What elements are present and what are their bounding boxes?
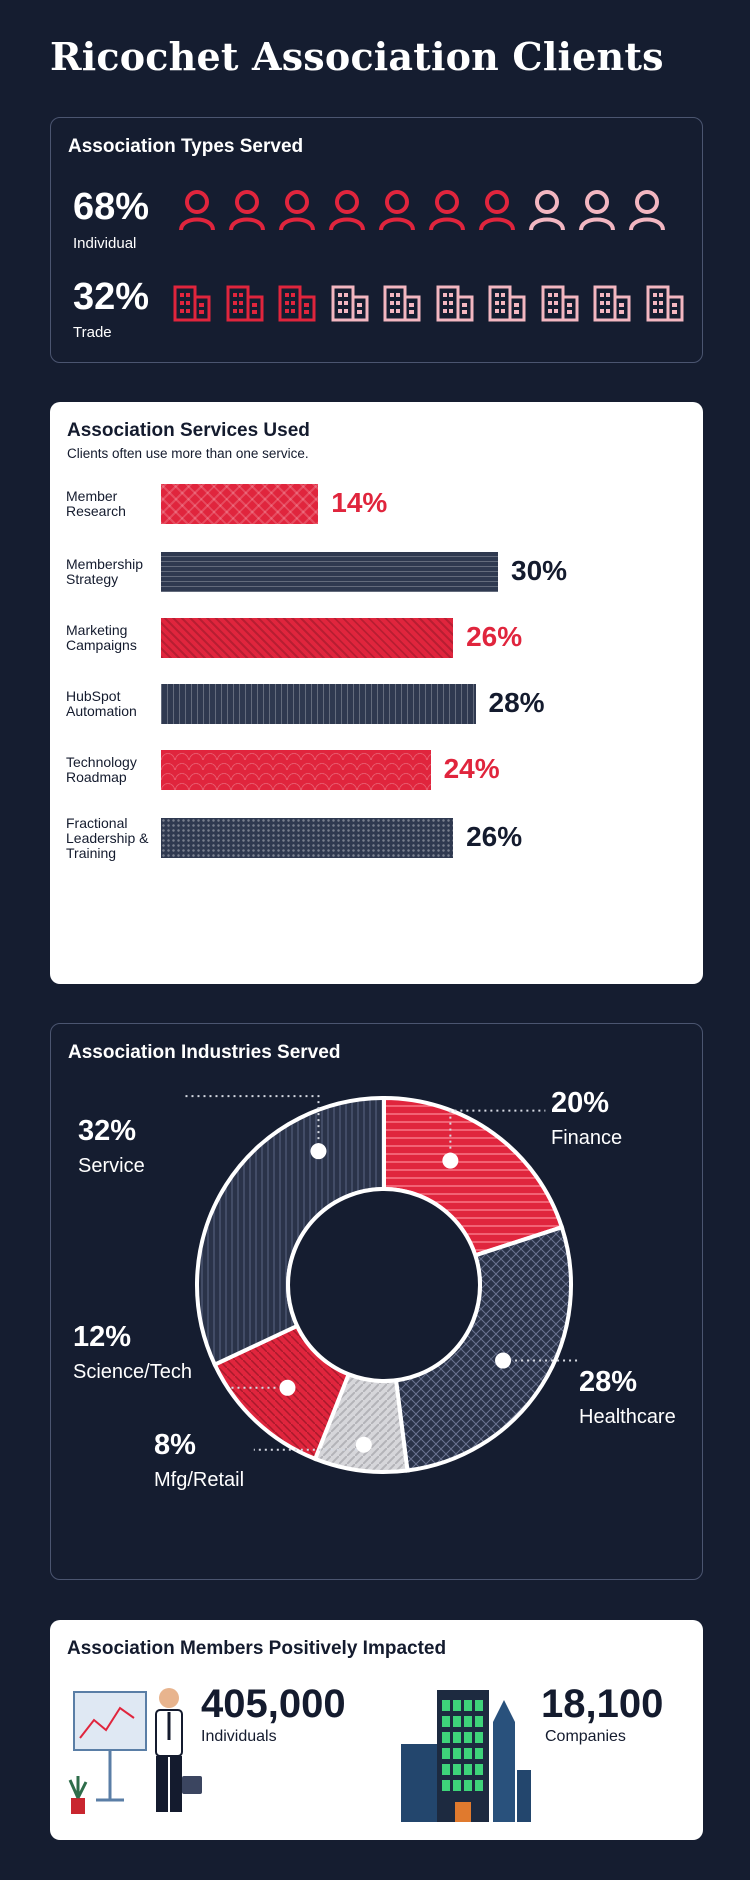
slice-label-pct-mfg-retail: 8% bbox=[154, 1429, 196, 1461]
donut-hole bbox=[286, 1187, 482, 1383]
service-value-label: 24% bbox=[443, 753, 500, 784]
city-buildings-illustration bbox=[401, 1690, 531, 1822]
person-icon bbox=[327, 188, 367, 237]
service-label: Marketing Campaigns bbox=[66, 622, 137, 653]
types-card: Association Types Served 68% Individual … bbox=[50, 117, 703, 363]
building-icon bbox=[592, 283, 632, 328]
service-value-label: 14% bbox=[331, 487, 388, 518]
trade-icon-row bbox=[172, 283, 697, 328]
person-icon bbox=[427, 188, 467, 237]
person-icon bbox=[227, 188, 267, 237]
page-title: Ricochet Association Clients bbox=[50, 34, 664, 79]
presenter-illustration bbox=[68, 1688, 202, 1814]
person-icon bbox=[377, 188, 417, 237]
building-icon bbox=[435, 283, 475, 328]
impact-card: Association Members Positively Impacted … bbox=[50, 1620, 703, 1840]
companies-label: Companies bbox=[545, 1728, 626, 1745]
services-subtitle: Clients often use more than one service. bbox=[67, 446, 309, 461]
types-title: Association Types Served bbox=[68, 136, 304, 157]
building-icon bbox=[172, 283, 212, 328]
services-card: Association Services Used Clients often … bbox=[50, 402, 703, 984]
trade-label: Trade bbox=[73, 324, 112, 341]
leader-dot bbox=[355, 1436, 372, 1453]
slice-label-science-tech: Science/Tech bbox=[73, 1361, 192, 1383]
building-icon bbox=[382, 283, 422, 328]
service-label: Technology Roadmap bbox=[66, 754, 137, 785]
industries-title: Association Industries Served bbox=[68, 1042, 341, 1063]
service-bar bbox=[161, 818, 454, 858]
person-icon bbox=[277, 188, 317, 237]
building-icon bbox=[487, 283, 527, 328]
slice-label-service: Service bbox=[78, 1155, 145, 1177]
trade-pct: 32% bbox=[73, 276, 150, 318]
service-value-label: 28% bbox=[488, 687, 545, 718]
slice-label-pct-finance: 20% bbox=[551, 1087, 610, 1119]
service-value-label: 26% bbox=[466, 621, 523, 652]
person-icon bbox=[577, 188, 617, 237]
building-icon bbox=[540, 283, 580, 328]
service-label: Fractional Leadership & Training bbox=[66, 814, 149, 861]
individual-label: Individual bbox=[73, 235, 137, 252]
slice-label-pct-healthcare: 28% bbox=[579, 1366, 638, 1398]
building-icon bbox=[225, 283, 265, 328]
service-label: Member Research bbox=[66, 488, 126, 519]
building-icon bbox=[645, 283, 685, 328]
person-icon bbox=[627, 188, 667, 237]
slice-label-pct-service: 32% bbox=[78, 1115, 137, 1147]
person-icon bbox=[527, 188, 567, 237]
service-bar bbox=[161, 484, 319, 524]
individual-icon-row bbox=[177, 188, 677, 237]
building-icon bbox=[330, 283, 370, 328]
slice-label-mfg-retail: Mfg/Retail bbox=[154, 1469, 245, 1491]
industries-card: Association Industries Served 20% Financ… bbox=[50, 1023, 703, 1580]
slice-label-finance: Finance bbox=[551, 1127, 623, 1149]
service-bar bbox=[161, 618, 454, 658]
service-label: Membership Strategy bbox=[66, 556, 144, 587]
person-icon bbox=[177, 188, 217, 237]
individuals-label: Individuals bbox=[201, 1728, 277, 1745]
service-bar bbox=[161, 750, 431, 790]
industries-donut-chart bbox=[183, 1095, 579, 1474]
slice-label-healthcare: Healthcare bbox=[579, 1406, 676, 1428]
leader-dot bbox=[442, 1152, 459, 1169]
service-value-label: 30% bbox=[511, 555, 568, 586]
building-icon bbox=[277, 283, 317, 328]
companies-value: 18,100 bbox=[541, 1682, 664, 1726]
leader-dot bbox=[310, 1143, 327, 1160]
service-bar bbox=[161, 684, 476, 724]
service-value-label: 26% bbox=[466, 821, 523, 852]
slice-label-pct-science-tech: 12% bbox=[73, 1321, 132, 1353]
impact-title: Association Members Positively Impacted bbox=[67, 1638, 447, 1659]
service-bar bbox=[161, 552, 498, 592]
leader-dot bbox=[279, 1379, 296, 1396]
individual-pct: 68% bbox=[73, 186, 150, 228]
service-label: HubSpot Automation bbox=[66, 688, 137, 719]
services-title: Association Services Used bbox=[67, 420, 310, 441]
leader-dot bbox=[495, 1352, 512, 1369]
individuals-value: 405,000 bbox=[201, 1682, 346, 1726]
person-icon bbox=[477, 188, 517, 237]
leader-line bbox=[183, 1095, 320, 1152]
